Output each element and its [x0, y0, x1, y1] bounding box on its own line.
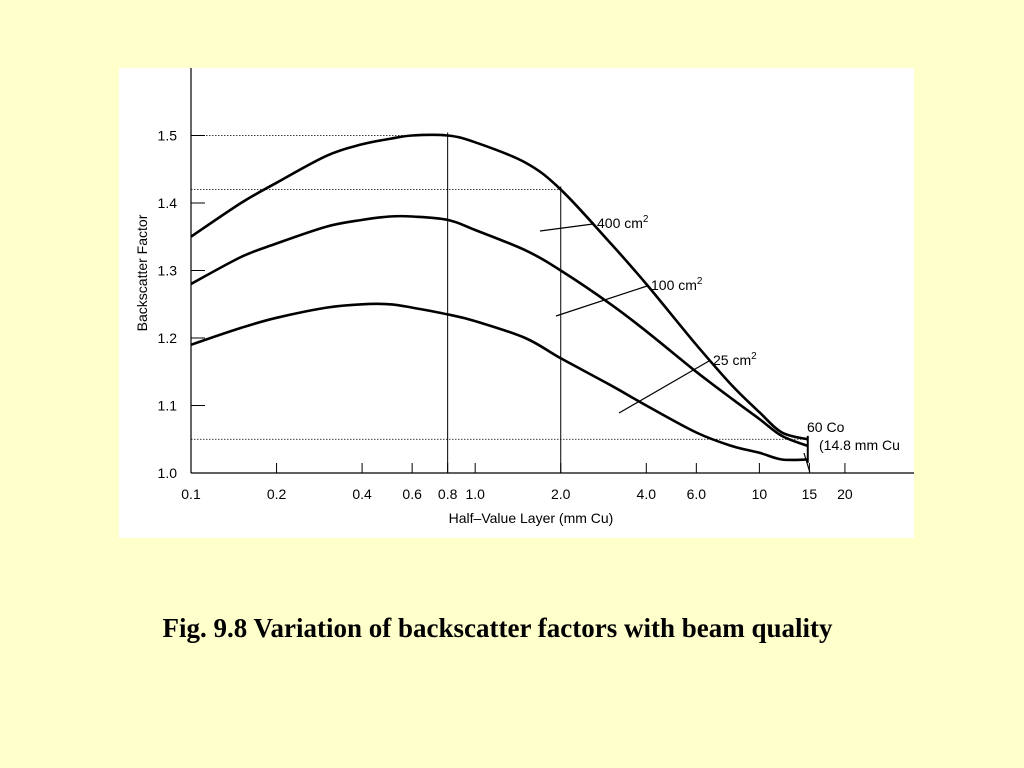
- y-tick-label: 1.2: [158, 330, 178, 346]
- series-label: 400 cm2: [597, 214, 649, 231]
- series-label: 100 cm2: [651, 276, 703, 293]
- x-tick-label: 0.8: [438, 486, 458, 502]
- x-axis-title: Half–Value Layer (mm Cu): [449, 510, 614, 526]
- x-tick-label: 0.1: [181, 486, 201, 502]
- y-tick-label: 1.3: [158, 263, 178, 279]
- ticks: 1.0 1.1 1.2 1.3 1.4 1.5 0.1 0.2 0.4 0.6 0.8 1.0 2.0 4…: [158, 128, 853, 503]
- backscatter-chart: 1.0 1.1 1.2 1.3 1.4 1.5 0.1 0.2 0.4 0.6 0.8 1.0 2.0 4…: [134, 68, 914, 526]
- x-tick-label: 1.0: [465, 486, 485, 502]
- series-label-leader: [555, 285, 648, 317]
- series-label: 25 cm2: [713, 351, 757, 368]
- axes: [190, 68, 914, 474]
- series-label-leader: [618, 360, 710, 414]
- co60-hvl-label: (14.8 mm Cu: [819, 437, 900, 453]
- chart-panel: 1.0 1.1 1.2 1.3 1.4 1.5 0.1 0.2 0.4 0.6 0.8 1.0 2.0 4…: [119, 68, 914, 538]
- co60-leader: [803, 452, 811, 473]
- series-line-1: [190, 214, 809, 448]
- series-line-2: [190, 302, 808, 462]
- series: [190, 133, 809, 463]
- series-line-0: [190, 133, 809, 441]
- y-tick-label: 1.0: [158, 465, 178, 481]
- y-tick-label: 1.5: [158, 128, 178, 144]
- x-tick-label: 0.4: [352, 486, 372, 502]
- y-tick-label: 1.1: [158, 398, 178, 414]
- y-axis-title: Backscatter Factor: [134, 214, 150, 331]
- reference-lines: [191, 132, 808, 473]
- x-tick-label: 0.6: [402, 486, 422, 502]
- x-tick-label: 4.0: [637, 486, 657, 502]
- x-tick-label: 15: [802, 486, 818, 502]
- figure-caption: Fig. 9.8 Variation of backscatter factor…: [162, 613, 833, 643]
- series-label-leader: [539, 223, 594, 232]
- x-tick-label: 0.2: [267, 486, 287, 502]
- x-tick-label: 2.0: [551, 486, 571, 502]
- x-tick-label: 10: [752, 486, 768, 502]
- y-tick-label: 1.4: [158, 195, 178, 211]
- series-labels: 400 cm2 100 cm2 25 cm2 60 Co (14.8 mm Cu: [539, 214, 900, 473]
- x-tick-label: 6.0: [687, 486, 707, 502]
- x-tick-label: 20: [837, 486, 853, 502]
- co60-label: 60 Co: [807, 419, 845, 435]
